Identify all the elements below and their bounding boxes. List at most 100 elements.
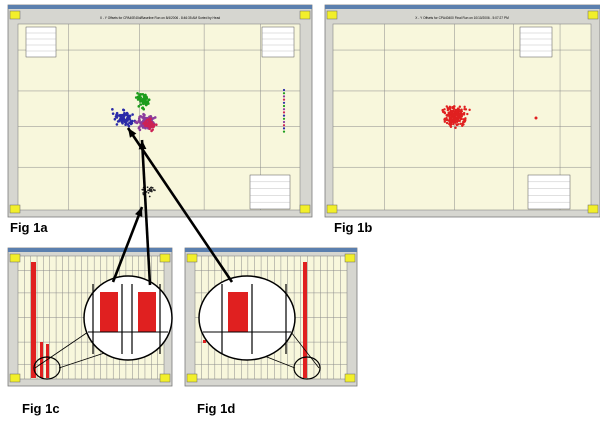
scatter-point [111,108,114,111]
scatter-point [452,107,455,110]
scatter-point [456,110,459,113]
scatter-point [138,120,141,124]
scatter-point [466,112,469,116]
scatter-point [128,121,131,125]
figure-label: Fig 1d [197,401,235,416]
annotations: Fig 1a Fig 1b Fig 1c Fig 1d [10,127,372,416]
scatter-point [457,113,460,117]
button [326,10,338,20]
scatter-point [452,121,456,124]
scatter-point [464,118,467,122]
scatter-point [459,122,462,125]
scatter-point [143,94,147,97]
arrow [126,127,234,283]
zoom-line [290,331,320,369]
scatter-point [452,122,455,126]
scatter-point [453,118,456,121]
scatter-point [130,119,134,123]
scatter-point [119,115,122,118]
scatter-point [146,123,150,126]
button [299,204,311,214]
button [9,253,21,263]
scatter-point [448,119,451,123]
scatter-point [462,121,465,124]
panel-title: X - Y Offsets for CPA40400 Final Run on … [415,16,509,20]
button [587,10,599,20]
scatter-point [128,114,132,118]
zoomed-bar [100,292,118,332]
scatter-point [445,105,448,108]
button [159,253,171,263]
zoomed-bar [138,292,156,332]
scatter-point [139,103,143,106]
scatter-point [113,117,117,121]
scatter-point [146,100,150,104]
scatter-point [153,189,156,192]
scatter-point [120,113,124,117]
scatter-point [145,97,149,100]
title-bar [8,248,172,252]
legend-swatch [282,130,286,133]
scatter-point [141,188,144,191]
arrow [111,206,144,283]
button [186,253,198,263]
scatter-point [460,124,464,128]
legend-swatch [282,117,286,120]
bar [40,342,43,378]
scatter-point [441,108,444,112]
scatter-point [445,118,448,121]
scatter-point [455,120,459,124]
scatter-point [454,108,458,112]
legend-swatch [282,92,286,95]
scatter-point [148,189,151,192]
scatter-point [147,98,151,102]
scatter-point [454,113,457,116]
scatter-point [448,111,451,114]
arrow [140,139,152,286]
bar [303,262,307,378]
scatter-point [448,105,452,109]
scatter-point [118,118,122,122]
scatter-point [445,121,449,125]
scatter-point [136,92,139,95]
panel-title: X - Y Offsets for CPA40E40d/Baseline Run… [100,16,220,20]
legend-swatch [282,104,286,108]
scatter-point [134,96,138,99]
scatter-point [458,105,462,108]
scatter-point [125,111,129,115]
scatter-point [449,123,452,127]
bar [46,344,49,378]
scatter-point [458,119,461,123]
legend-swatch [282,95,286,98]
scatter-point [130,121,134,125]
scatter-point [136,95,140,99]
scatter-point [122,114,126,118]
scatter-point [142,107,146,111]
legend-swatch [282,108,286,111]
scatter-point [147,191,150,194]
scatter-point [138,125,141,129]
button [9,204,21,214]
scatter-point [134,120,137,123]
zoom-source [33,356,61,380]
button [299,10,311,20]
scatter-point [448,122,451,125]
title-bar [325,5,600,9]
scatter-point [142,112,145,116]
scatter-point [459,117,463,121]
scatter-point [457,108,461,111]
scatter-point [443,111,447,115]
scatter-point [150,186,153,189]
scatter-point [115,123,119,126]
zoom-lens [83,275,173,361]
scatter-point [456,118,459,122]
scatter-point [454,126,457,130]
scatter-point [131,113,134,116]
scatter-point [452,105,456,108]
scatter-point [142,192,144,194]
scatter-point [142,99,146,103]
scatter-point [151,128,154,131]
arrow-head [128,128,137,138]
scatter-point [452,110,455,113]
info-table [527,174,571,210]
